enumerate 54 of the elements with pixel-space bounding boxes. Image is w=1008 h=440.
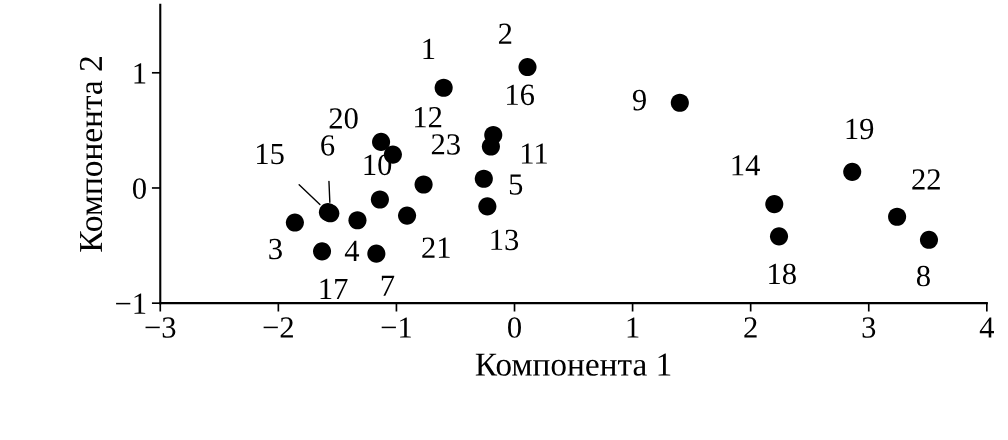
annotation: 9 — [632, 89, 646, 111]
annotation: 8 — [916, 265, 930, 287]
x-tick-label: 2 — [744, 317, 757, 338]
x-tick-label: 3 — [862, 317, 876, 338]
annotation: 12 — [415, 106, 442, 128]
point — [670, 93, 689, 112]
annotation: 15 — [257, 143, 284, 165]
annotation: 4 — [344, 240, 360, 261]
x-axis-title: Компонента 1 — [475, 353, 671, 376]
point — [372, 132, 391, 151]
annotation: 11 — [521, 143, 547, 164]
point — [434, 78, 453, 97]
x-tick-label: −2 — [263, 317, 293, 338]
point — [370, 190, 389, 209]
annotation: 13 — [491, 229, 519, 251]
y-axis-title: Компонента 2 — [79, 57, 103, 252]
annotation: 5 — [509, 174, 523, 195]
point — [312, 242, 332, 261]
y-tick-label: −1 — [116, 293, 146, 314]
point — [769, 227, 789, 246]
x-tick-label: 1 — [627, 317, 639, 338]
y-tick-label: 1 — [134, 63, 146, 84]
annotation: 17 — [320, 278, 348, 299]
point — [414, 175, 433, 194]
x-tick-label: −3 — [145, 317, 176, 338]
annotation: 7 — [381, 275, 395, 296]
x-tick-label: 4 — [979, 317, 994, 338]
point — [398, 206, 417, 225]
annotation: 16 — [507, 84, 535, 106]
annotation: 20 — [329, 108, 358, 129]
point — [843, 162, 862, 181]
annotation: 2 — [498, 23, 512, 44]
annotation: 18 — [769, 263, 796, 285]
x-tick-label: 0 — [508, 317, 521, 338]
point — [484, 125, 503, 145]
point — [888, 207, 907, 226]
y-tick-label: 0 — [132, 178, 146, 199]
point — [919, 230, 939, 249]
point — [518, 57, 537, 77]
annotation: 21 — [422, 237, 450, 258]
annotation: 22 — [912, 169, 940, 190]
annotation: 14 — [732, 155, 760, 176]
x-tick-label: −1 — [381, 317, 411, 338]
point — [474, 169, 493, 188]
annotation: 3 — [269, 238, 282, 260]
annotation: 23 — [431, 134, 460, 155]
point — [765, 195, 784, 214]
annotation: 6 — [321, 135, 335, 156]
point — [348, 211, 367, 230]
annotation: 19 — [846, 118, 874, 140]
point — [285, 213, 304, 232]
point — [478, 197, 497, 216]
annotation: 1 — [423, 38, 435, 60]
point — [367, 244, 386, 263]
